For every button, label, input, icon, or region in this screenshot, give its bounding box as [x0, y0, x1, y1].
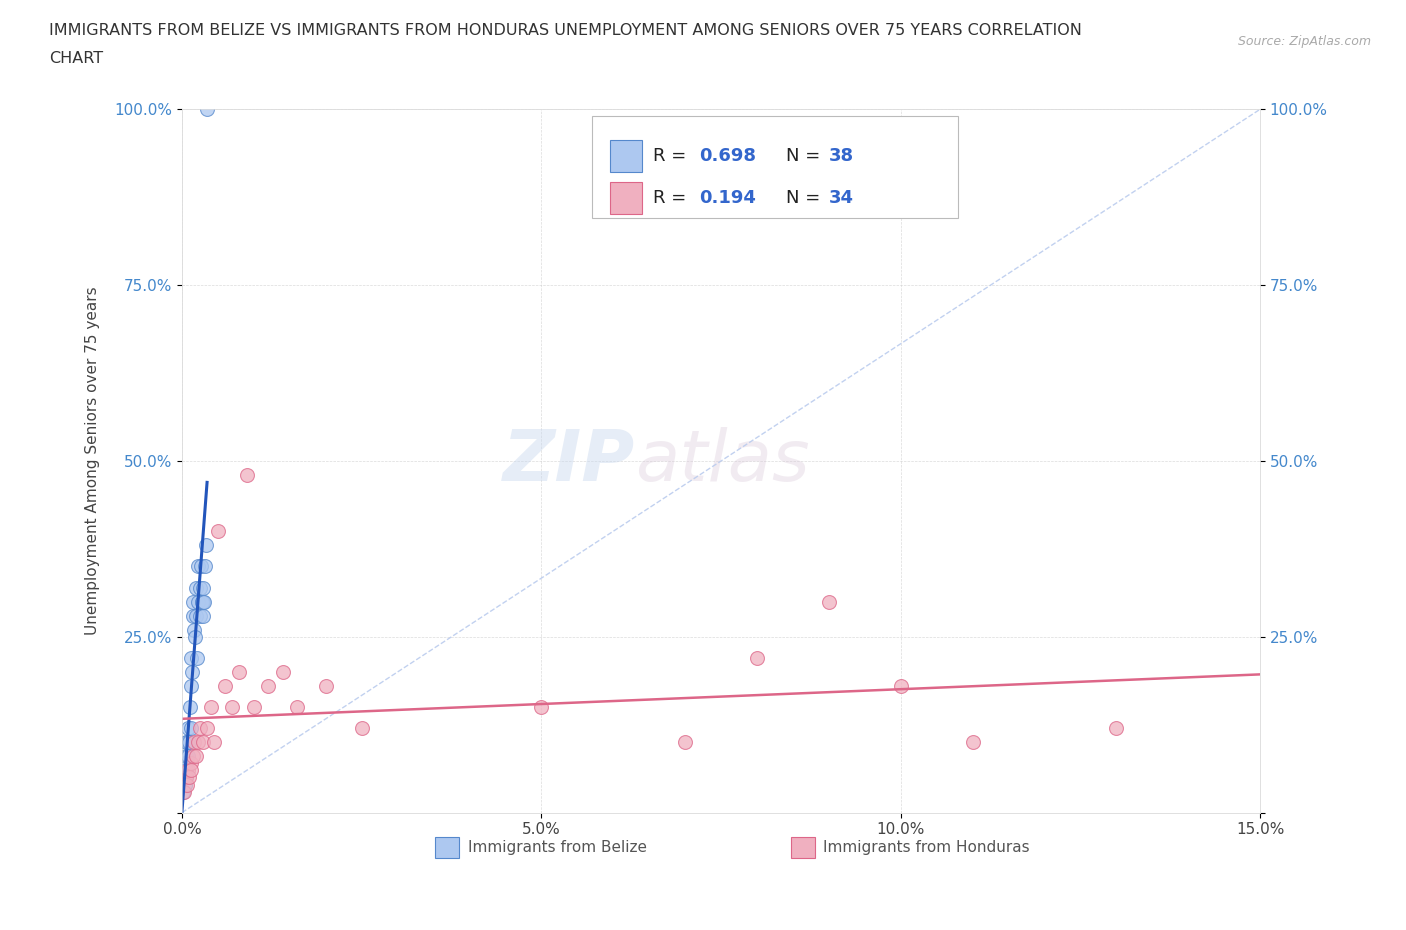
- Text: Source: ZipAtlas.com: Source: ZipAtlas.com: [1237, 35, 1371, 48]
- Point: [191, 594, 214, 609]
- Point: [187, 559, 209, 574]
- Point: [177, 735, 200, 750]
- Point: [173, 784, 195, 799]
- Point: [285, 699, 308, 714]
- Text: N =: N =: [786, 189, 825, 206]
- Point: [745, 650, 768, 665]
- FancyBboxPatch shape: [610, 140, 643, 172]
- Point: [173, 777, 195, 792]
- Point: [180, 650, 202, 665]
- Point: [186, 650, 208, 665]
- Point: [184, 608, 207, 623]
- Point: [193, 735, 215, 750]
- Point: [221, 699, 243, 714]
- Point: [962, 735, 984, 750]
- Point: [174, 770, 197, 785]
- Point: [173, 770, 195, 785]
- FancyBboxPatch shape: [592, 116, 957, 219]
- Point: [191, 594, 214, 609]
- Text: 38: 38: [828, 147, 853, 165]
- FancyBboxPatch shape: [792, 837, 814, 858]
- Point: [186, 580, 208, 595]
- Text: R =: R =: [652, 147, 692, 165]
- Point: [177, 721, 200, 736]
- Text: 0.194: 0.194: [699, 189, 756, 206]
- Point: [188, 608, 211, 623]
- Point: [176, 777, 198, 792]
- Point: [181, 749, 204, 764]
- Text: Immigrants from Belize: Immigrants from Belize: [468, 841, 647, 856]
- Point: [271, 665, 294, 680]
- Text: 0.698: 0.698: [699, 147, 756, 165]
- Point: [183, 594, 205, 609]
- Point: [176, 763, 198, 777]
- Point: [180, 756, 202, 771]
- Text: ZIP: ZIP: [502, 427, 634, 496]
- Point: [176, 749, 198, 764]
- Point: [530, 699, 553, 714]
- Point: [173, 756, 195, 771]
- Point: [174, 763, 197, 777]
- Point: [235, 468, 257, 483]
- Point: [243, 699, 266, 714]
- Point: [890, 679, 912, 694]
- Point: [187, 735, 209, 750]
- Point: [172, 784, 194, 799]
- Point: [177, 770, 200, 785]
- Text: Immigrants from Honduras: Immigrants from Honduras: [824, 841, 1031, 856]
- Text: CHART: CHART: [49, 51, 103, 66]
- Point: [176, 735, 198, 750]
- Point: [174, 770, 197, 785]
- Point: [207, 524, 229, 538]
- Point: [350, 721, 373, 736]
- Point: [193, 594, 215, 609]
- Point: [191, 594, 214, 609]
- Point: [181, 665, 204, 680]
- Text: 34: 34: [828, 189, 853, 206]
- Point: [200, 699, 222, 714]
- Point: [188, 721, 211, 736]
- Text: IMMIGRANTS FROM BELIZE VS IMMIGRANTS FROM HONDURAS UNEMPLOYMENT AMONG SENIORS OV: IMMIGRANTS FROM BELIZE VS IMMIGRANTS FRO…: [49, 23, 1083, 38]
- Point: [195, 102, 218, 117]
- Point: [315, 679, 337, 694]
- Point: [188, 580, 211, 595]
- Point: [257, 679, 280, 694]
- Point: [187, 594, 209, 609]
- Point: [214, 679, 236, 694]
- Point: [193, 608, 215, 623]
- Point: [180, 721, 202, 736]
- Point: [193, 580, 215, 595]
- Point: [228, 665, 250, 680]
- Point: [817, 594, 839, 609]
- Point: [194, 559, 217, 574]
- Text: atlas: atlas: [634, 427, 810, 496]
- Point: [174, 735, 197, 750]
- Point: [183, 735, 205, 750]
- FancyBboxPatch shape: [610, 182, 643, 214]
- Point: [181, 608, 204, 623]
- Point: [1105, 721, 1128, 736]
- Y-axis label: Unemployment Among Seniors over 75 years: Unemployment Among Seniors over 75 years: [86, 286, 100, 635]
- Text: N =: N =: [786, 147, 825, 165]
- Point: [202, 735, 225, 750]
- Point: [194, 538, 217, 552]
- Point: [174, 749, 197, 764]
- Point: [673, 735, 696, 750]
- Point: [195, 721, 218, 736]
- Point: [183, 622, 205, 637]
- Point: [190, 559, 212, 574]
- Point: [179, 699, 201, 714]
- Point: [180, 679, 202, 694]
- Point: [180, 763, 202, 777]
- FancyBboxPatch shape: [436, 837, 458, 858]
- Point: [184, 749, 207, 764]
- Point: [184, 630, 207, 644]
- Text: R =: R =: [652, 189, 692, 206]
